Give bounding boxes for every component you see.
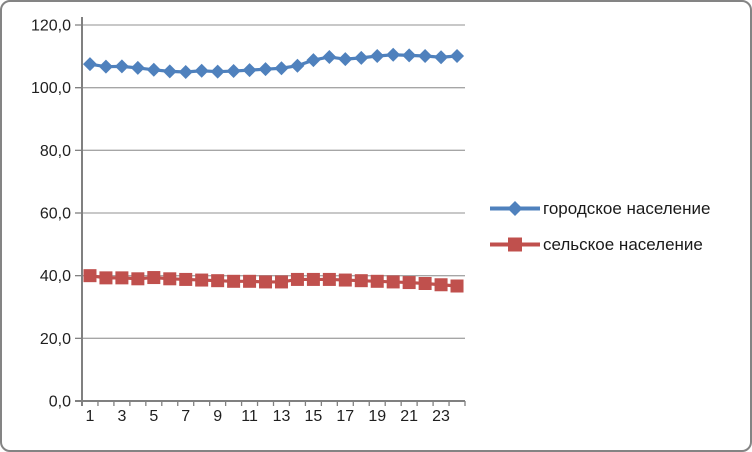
x-tick-label: 7 bbox=[181, 408, 190, 425]
x-tick-label: 17 bbox=[336, 408, 354, 425]
x-axis: 1 3 5 7 9 11 13 15 17 19 21 23 bbox=[75, 400, 466, 425]
series-urban-population bbox=[82, 47, 465, 79]
legend: городское население сельское население bbox=[490, 198, 710, 255]
legend-line-square-icon bbox=[490, 237, 540, 252]
y-axis: 0,0 20,0 40,0 60,0 80,0 100,0 120,0 bbox=[31, 17, 83, 411]
x-tick-label: 15 bbox=[304, 408, 322, 425]
x-tick-label: 13 bbox=[273, 408, 291, 425]
x-tick-label: 5 bbox=[149, 408, 158, 425]
legend-item-urban-population[interactable]: городское население bbox=[490, 198, 710, 219]
x-tick-label: 9 bbox=[213, 408, 222, 425]
legend-label-rural-population: сельское население bbox=[543, 235, 703, 254]
legend-label-urban-population: городское население bbox=[543, 199, 711, 218]
legend-line-diamond-icon bbox=[490, 201, 540, 216]
y-tick-label: 120,0 bbox=[31, 18, 71, 35]
series-rural-population bbox=[83, 269, 464, 293]
y-tick-label: 100,0 bbox=[31, 80, 71, 97]
legend-item-rural-population[interactable]: сельское население bbox=[490, 234, 710, 255]
y-tick-label: 20,0 bbox=[40, 331, 71, 348]
y-tick-label: 60,0 bbox=[40, 206, 71, 223]
x-tick-label: 1 bbox=[86, 408, 95, 425]
y-tick-label: 0,0 bbox=[49, 394, 71, 411]
x-tick-label: 3 bbox=[117, 408, 126, 425]
y-tick-label: 40,0 bbox=[40, 268, 71, 285]
x-tick-label: 23 bbox=[432, 408, 450, 425]
x-tick-label: 19 bbox=[368, 408, 386, 425]
x-tick-label: 11 bbox=[241, 408, 258, 425]
gridlines bbox=[82, 24, 465, 339]
x-tick-label: 21 bbox=[400, 408, 418, 425]
y-tick-label: 80,0 bbox=[40, 143, 71, 160]
